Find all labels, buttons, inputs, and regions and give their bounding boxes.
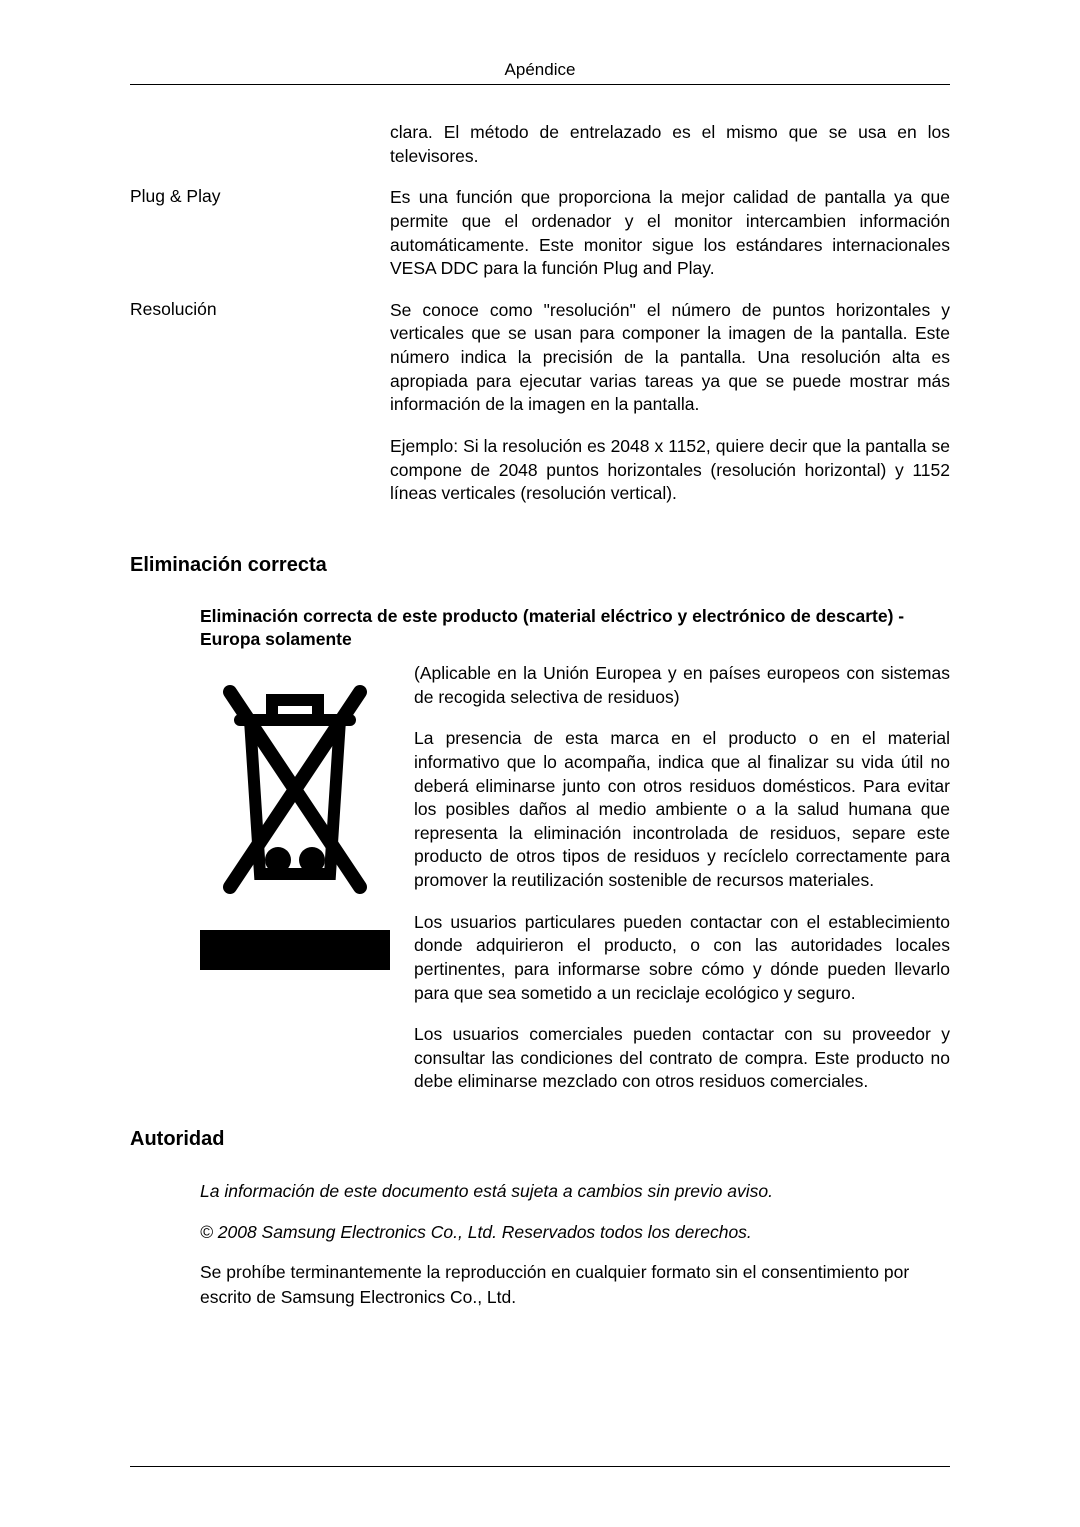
definition-body: Es una función que proporciona la mejor … bbox=[390, 186, 950, 299]
page-header: Apéndice bbox=[130, 60, 950, 85]
footer-rule bbox=[130, 1466, 950, 1467]
definition-paragraph: clara. El método de entrelazado es el mi… bbox=[390, 121, 950, 168]
definition-paragraph: Es una función que proporciona la mejor … bbox=[390, 186, 950, 281]
definition-term bbox=[130, 121, 390, 186]
authority-copyright: © 2008 Samsung Electronics Co., Ltd. Res… bbox=[200, 1220, 950, 1245]
authority-reproduction: Se prohíbe terminantemente la reproducci… bbox=[200, 1260, 950, 1309]
weee-bar-icon bbox=[200, 930, 390, 970]
disposal-subheading: Eliminación correcta de este producto (m… bbox=[200, 605, 910, 652]
authority-heading: Autoridad bbox=[130, 1128, 950, 1151]
definition-row: Plug & Play Es una función que proporcio… bbox=[130, 186, 950, 299]
disposal-paragraph: La presencia de esta marca en el product… bbox=[414, 727, 950, 892]
disposal-block: (Aplicable en la Unión Europea y en país… bbox=[200, 662, 950, 1094]
definitions-table: clara. El método de entrelazado es el mi… bbox=[130, 121, 950, 524]
authority-body: La información de este documento está su… bbox=[200, 1179, 950, 1309]
disposal-icon-column bbox=[200, 662, 390, 1094]
definition-paragraph: Se conoce como "resolución" el número de… bbox=[390, 299, 950, 417]
definition-body: Se conoce como "resolución" el número de… bbox=[390, 299, 950, 524]
disposal-paragraph: Los usuarios particulares pueden contact… bbox=[414, 911, 950, 1006]
definition-row: Resolución Se conoce como "resolución" e… bbox=[130, 299, 950, 524]
authority-notice: La información de este documento está su… bbox=[200, 1179, 950, 1204]
definition-term: Plug & Play bbox=[130, 186, 390, 299]
definition-paragraph: Ejemplo: Si la resolución es 2048 x 1152… bbox=[390, 435, 950, 506]
definition-term: Resolución bbox=[130, 299, 390, 524]
disposal-heading: Eliminación correcta bbox=[130, 554, 950, 577]
disposal-text: (Aplicable en la Unión Europea y en país… bbox=[414, 662, 950, 1094]
definition-body: clara. El método de entrelazado es el mi… bbox=[390, 121, 950, 186]
definition-row: clara. El método de entrelazado es el mi… bbox=[130, 121, 950, 186]
disposal-paragraph: Los usuarios comerciales pueden contacta… bbox=[414, 1023, 950, 1094]
weee-bin-icon bbox=[200, 662, 390, 902]
disposal-paragraph: (Aplicable en la Unión Europea y en país… bbox=[414, 662, 950, 709]
page-content: Apéndice clara. El método de entrelazado… bbox=[0, 0, 1080, 1365]
header-title: Apéndice bbox=[505, 60, 576, 79]
